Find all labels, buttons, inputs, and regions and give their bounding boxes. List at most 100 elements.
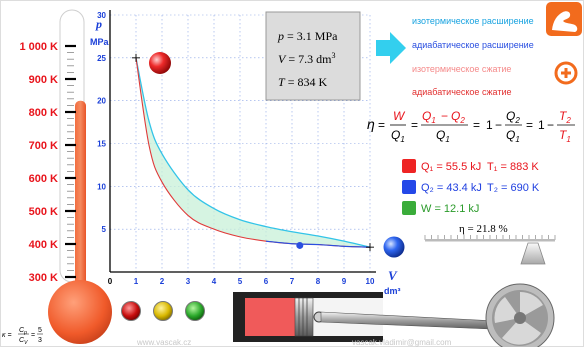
work-swatch xyxy=(402,201,416,215)
yellow-lamp-button[interactable] xyxy=(153,301,173,321)
formula-t1-den: T1 xyxy=(559,128,571,144)
thermometer-bulb xyxy=(48,280,112,344)
temperature-readout: T = 834 K xyxy=(278,75,327,89)
p-symbol: p xyxy=(95,17,102,31)
thermometer-label: 400 K xyxy=(29,239,58,251)
formula-q2-num-2: Q2 xyxy=(506,109,520,125)
cold-temperature-value: T₂ = 690 K xyxy=(487,182,540,194)
state-readout: p = 3.1 MPa V = 7.3 dm3 T = 834 K xyxy=(265,11,361,101)
formula-one-1: 1 xyxy=(486,118,493,132)
scale-weight-icon[interactable] xyxy=(520,242,546,265)
kappa-cv: CV xyxy=(19,337,28,346)
email-label[interactable]: vascak.vladimir@gmail.com xyxy=(352,338,452,347)
formula-eq-3: = xyxy=(473,118,480,132)
hot-temperature-value: T₁ = 883 K xyxy=(487,161,539,173)
piston-head xyxy=(294,297,314,337)
formula-q1-num: Q1 xyxy=(422,109,436,125)
thermometer-label: 600 K xyxy=(29,173,58,185)
pressure-readout: p = 3.1 MPa xyxy=(277,29,338,43)
formula-w: W xyxy=(393,109,406,123)
v-tick-label: 8 xyxy=(316,277,321,286)
formula-one-2: 1 xyxy=(538,118,545,132)
kappa-eq: = xyxy=(31,332,35,339)
current-process-arrow-icon xyxy=(376,32,406,64)
expansion-curve xyxy=(135,57,371,248)
v-tick-label: 2 xyxy=(160,277,165,286)
red-lamp-button[interactable] xyxy=(121,301,141,321)
cycle-markers xyxy=(132,53,374,252)
kappa-num: 5 xyxy=(38,327,42,334)
kappa-cp: Cp xyxy=(19,327,27,336)
cold-reservoir-knob[interactable] xyxy=(383,236,405,258)
p-tick-label: 15 xyxy=(97,140,106,149)
v-tick-label: 9 xyxy=(342,277,347,286)
efficiency-formula: η = W Q1 = Q1 − Q2 Q1 = 1 − Q2 Q1 = 1 − … xyxy=(367,109,575,144)
energy-values: Q₁ = 55.5 kJ T₁ = 883 K Q₂ = 43.4 kJ T₂ … xyxy=(402,159,540,215)
cylinder-bottom-wall xyxy=(245,336,383,342)
process-list: изотермическое расширение адиабатическое… xyxy=(412,16,534,97)
process-isothermal-compression[interactable]: изотермическое сжатие xyxy=(412,64,511,74)
thermometer-label: 300 K xyxy=(29,272,58,284)
p-tick-label: 25 xyxy=(97,54,106,63)
heat-engine xyxy=(233,283,555,347)
formula-q1-den: Q1 xyxy=(391,128,405,144)
thermometer-label: 1 000 K xyxy=(19,41,58,53)
formula-minus-1: − xyxy=(441,109,448,123)
v-tick-label: 7 xyxy=(290,277,295,286)
cylinder-top-wall xyxy=(245,292,383,298)
work-area xyxy=(136,57,370,248)
scale-beam-bar xyxy=(425,239,555,242)
thermometer-label: 900 K xyxy=(29,74,58,86)
website-label[interactable]: www.vascak.cz xyxy=(136,338,191,347)
piston-rings xyxy=(298,298,308,336)
flywheel-spoke-3 xyxy=(494,297,520,323)
formula-minus-3: − xyxy=(547,118,554,132)
p-tick-label: 20 xyxy=(97,97,106,106)
p-axis-ticks: 30 25 20 15 10 5 xyxy=(97,11,106,234)
process-isothermal-expansion[interactable]: изотермическое расширение xyxy=(412,16,534,26)
work-value: W = 12.1 kJ xyxy=(421,203,479,215)
volume-readout: V = 7.3 dm3 xyxy=(278,51,335,66)
readout-box xyxy=(265,11,361,101)
p-unit: MPa xyxy=(90,37,110,47)
process-adiabatic-compression[interactable]: адиабатическое сжатие xyxy=(412,87,512,97)
v-unit: dm³ xyxy=(384,286,401,296)
muscle-arm-button[interactable] xyxy=(546,2,582,36)
v-axis-ticks: 0 1 2 3 4 5 6 7 8 9 10 xyxy=(108,277,375,286)
formula-q1-den-3: Q1 xyxy=(506,128,520,144)
heat-in-swatch xyxy=(402,159,416,173)
formula-minus-2: − xyxy=(495,118,502,132)
heat-out-value: Q₂ = 43.4 kJ xyxy=(421,182,482,194)
thermometer-label: 500 K xyxy=(29,206,58,218)
process-adiabatic-expansion[interactable]: адиабатическое расширение xyxy=(412,40,534,50)
thermometer-scale: 1 000 K 900 K 800 K 700 K 600 K 500 K 400 K 300… xyxy=(19,41,76,284)
p-tick-label: 5 xyxy=(102,225,107,234)
v-tick-label: 5 xyxy=(238,277,243,286)
formula-t2-num: T2 xyxy=(559,109,571,125)
v-symbol: V xyxy=(388,268,398,283)
flywheel-spoke-1 xyxy=(520,291,543,318)
current-state-point xyxy=(296,241,304,249)
formula-q2-num: Q2 xyxy=(451,109,465,125)
gas-chamber xyxy=(245,298,295,336)
efficiency-scale: η = 21.8 % xyxy=(424,223,556,265)
formula-eq-1: = xyxy=(378,118,385,132)
thermometer-label: 800 K xyxy=(29,107,58,119)
p-tick-label: 10 xyxy=(97,182,106,191)
kappa-symbol: κ = xyxy=(2,332,12,339)
v-tick-label: 6 xyxy=(264,277,269,286)
kappa-den: 3 xyxy=(38,337,42,344)
green-lamp-button[interactable] xyxy=(185,301,205,321)
efficiency-result: η = 21.8 % xyxy=(459,223,508,235)
flywheel-spoke-2 xyxy=(502,318,541,345)
plus-v-icon xyxy=(564,68,568,78)
cylinder-head xyxy=(233,292,245,342)
pv-diagram: 30 25 20 15 10 5 0 1 2 3 4 5 6 7 8 9 10 p MPa V dm³ xyxy=(90,10,401,296)
add-button[interactable] xyxy=(554,61,578,85)
hot-reservoir-knob[interactable] xyxy=(149,52,171,74)
add-circle-icon xyxy=(554,61,578,85)
v-tick-label: 3 xyxy=(186,277,191,286)
